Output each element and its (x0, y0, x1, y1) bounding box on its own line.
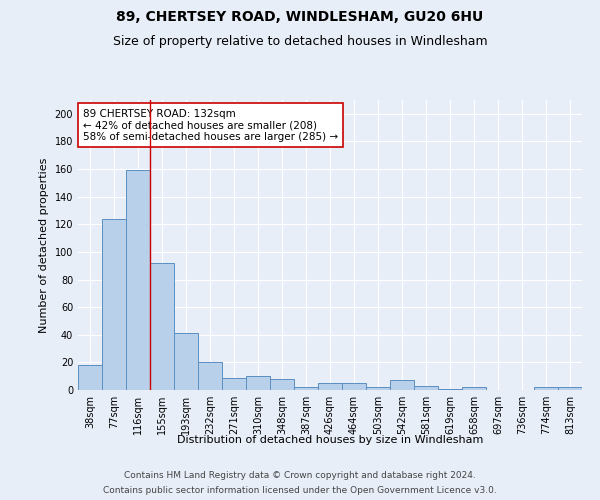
Y-axis label: Number of detached properties: Number of detached properties (39, 158, 49, 332)
Bar (270, 379, 294, 390)
Bar (438, 388, 462, 390)
Text: 89, CHERTSEY ROAD, WINDLESHAM, GU20 6HU: 89, CHERTSEY ROAD, WINDLESHAM, GU20 6HU (116, 10, 484, 24)
Bar (534, 387, 558, 390)
Bar (78, 365, 102, 390)
Bar (198, 362, 222, 390)
Bar (390, 380, 414, 390)
Bar (366, 387, 390, 390)
Bar (318, 383, 342, 390)
Bar (414, 386, 438, 390)
Text: Contains public sector information licensed under the Open Government Licence v3: Contains public sector information licen… (103, 486, 497, 495)
Bar (150, 263, 174, 390)
Text: Contains HM Land Registry data © Crown copyright and database right 2024.: Contains HM Land Registry data © Crown c… (124, 471, 476, 480)
Bar (462, 387, 486, 390)
Text: Distribution of detached houses by size in Windlesham: Distribution of detached houses by size … (177, 435, 483, 445)
Bar (222, 378, 246, 390)
Bar (174, 334, 198, 390)
Bar (558, 387, 582, 390)
Text: Size of property relative to detached houses in Windlesham: Size of property relative to detached ho… (113, 35, 487, 48)
Text: 89 CHERTSEY ROAD: 132sqm
← 42% of detached houses are smaller (208)
58% of semi-: 89 CHERTSEY ROAD: 132sqm ← 42% of detach… (83, 108, 338, 142)
Bar (126, 170, 150, 390)
Bar (246, 376, 270, 390)
Bar (342, 383, 366, 390)
Bar (294, 387, 318, 390)
Bar (102, 219, 126, 390)
